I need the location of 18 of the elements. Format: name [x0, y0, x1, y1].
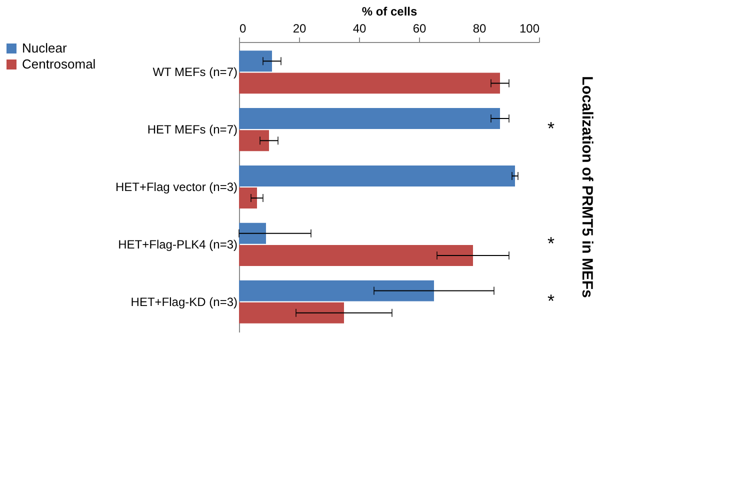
x-tick-label: 100 [519, 22, 540, 36]
x-tick-label: 80 [472, 22, 486, 36]
y-tick-label: HET MEFs (n=7) [147, 122, 238, 137]
y-tick-label: HET+Flag vector (n=3) [115, 180, 238, 194]
x-axis-title: % of cells [362, 4, 418, 18]
text: Localization of PRMT5 in MEFs [578, 76, 596, 298]
x-tick-label: 40 [352, 22, 366, 36]
x-tick-label: 0 [240, 22, 246, 36]
text: * [547, 233, 555, 254]
y-tick-label: HET+Flag-PLK4 (n=3) [118, 237, 238, 252]
x-tick-label: 60 [412, 22, 426, 36]
text: * [547, 118, 555, 139]
y-tick-label: WT MEFs (n=7) [152, 65, 238, 80]
y-tick-label: HET+Flag-KD (n=3) [130, 294, 238, 309]
legend-label: Centrosomal [22, 56, 96, 72]
x-tick-label: 20 [292, 22, 306, 36]
legend-label: Nuclear [22, 40, 68, 56]
text: * [547, 290, 555, 311]
